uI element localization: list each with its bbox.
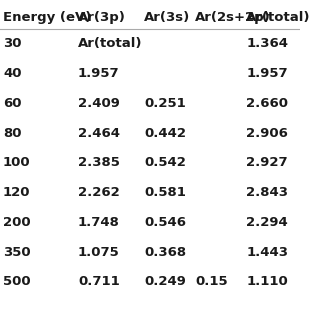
Text: 0.546: 0.546 [144, 216, 186, 229]
Text: Ar(2s+2p): Ar(2s+2p) [195, 11, 271, 24]
Text: 0.581: 0.581 [144, 186, 186, 199]
Text: 30: 30 [3, 37, 21, 50]
Text: 1.110: 1.110 [246, 276, 288, 288]
Text: 2.294: 2.294 [246, 216, 288, 229]
Text: 1.364: 1.364 [246, 37, 288, 50]
Text: 120: 120 [3, 186, 30, 199]
Text: 0.249: 0.249 [144, 276, 186, 288]
Text: 80: 80 [3, 127, 21, 140]
Text: 2.660: 2.660 [246, 97, 288, 110]
Text: Ar(3s): Ar(3s) [144, 11, 190, 24]
Text: Ar(total): Ar(total) [78, 37, 142, 50]
Text: 0.542: 0.542 [144, 156, 186, 169]
Text: 1.443: 1.443 [246, 246, 288, 259]
Text: 0.442: 0.442 [144, 127, 186, 140]
Text: 0.711: 0.711 [78, 276, 120, 288]
Text: 350: 350 [3, 246, 31, 259]
Text: 1.075: 1.075 [78, 246, 120, 259]
Text: 2.385: 2.385 [78, 156, 120, 169]
Text: 2.409: 2.409 [78, 97, 120, 110]
Text: 200: 200 [3, 216, 31, 229]
Text: 0.251: 0.251 [144, 97, 186, 110]
Text: 1.748: 1.748 [78, 216, 120, 229]
Text: 2.464: 2.464 [78, 127, 120, 140]
Text: 1.957: 1.957 [246, 67, 288, 80]
Text: Ar(3p): Ar(3p) [78, 11, 126, 24]
Text: 40: 40 [3, 67, 21, 80]
Text: 60: 60 [3, 97, 21, 110]
Text: 2.927: 2.927 [246, 156, 288, 169]
Text: Ar(total): Ar(total) [246, 11, 311, 24]
Text: 2.262: 2.262 [78, 186, 120, 199]
Text: 0.368: 0.368 [144, 246, 186, 259]
Text: 500: 500 [3, 276, 31, 288]
Text: 100: 100 [3, 156, 31, 169]
Text: Energy (eV): Energy (eV) [3, 11, 92, 24]
Text: 2.906: 2.906 [246, 127, 288, 140]
Text: 0.15: 0.15 [195, 276, 228, 288]
Text: 1.957: 1.957 [78, 67, 120, 80]
Text: 2.843: 2.843 [246, 186, 288, 199]
